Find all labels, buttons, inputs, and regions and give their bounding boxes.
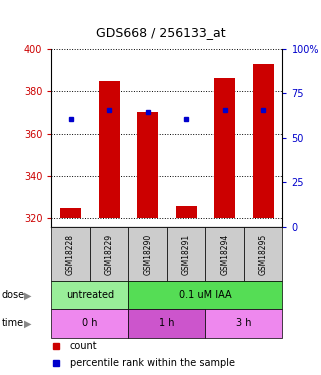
Text: untreated: untreated [66,290,114,300]
Bar [128,309,205,338]
Bar [90,227,128,281]
Text: GDS668 / 256133_at: GDS668 / 256133_at [96,26,225,39]
Text: ▶: ▶ [23,290,31,300]
Text: time: time [2,318,24,328]
Text: 1 h: 1 h [159,318,175,328]
Text: dose: dose [2,290,25,300]
Text: percentile rank within the sample: percentile rank within the sample [70,358,235,368]
Bar [51,227,90,281]
Bar [244,227,282,281]
Text: GSM18229: GSM18229 [105,234,114,274]
Bar [128,281,282,309]
Bar [167,227,205,281]
Text: count: count [70,341,98,351]
Bar [99,81,120,218]
Bar [51,281,128,309]
Bar [205,309,282,338]
Text: ▶: ▶ [23,318,31,328]
Text: GSM18294: GSM18294 [220,233,229,274]
Bar [176,206,197,218]
Bar [128,227,167,281]
Text: GSM18291: GSM18291 [182,234,191,274]
Bar [253,64,274,218]
Bar [214,78,235,218]
Text: GSM18295: GSM18295 [259,233,268,274]
Text: 0 h: 0 h [82,318,98,328]
Text: 3 h: 3 h [236,318,252,328]
Bar [137,112,158,218]
Text: GSM18228: GSM18228 [66,234,75,274]
Text: GSM18290: GSM18290 [143,233,152,274]
Text: 0.1 uM IAA: 0.1 uM IAA [179,290,232,300]
Bar [205,227,244,281]
Bar [60,208,81,218]
Bar [51,309,128,338]
